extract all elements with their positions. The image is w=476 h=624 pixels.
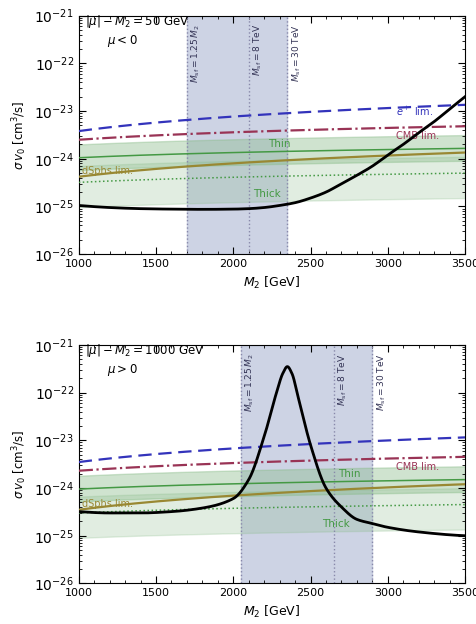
Y-axis label: $\sigma\, v_0\ [\mathrm{cm}^3/\mathrm{s}]$: $\sigma\, v_0\ [\mathrm{cm}^3/\mathrm{s}…: [10, 429, 29, 499]
Text: $M_{\rm sf} = 30$ TeV: $M_{\rm sf} = 30$ TeV: [374, 353, 387, 411]
Bar: [187, 16, 287, 254]
Text: dSphs lim.: dSphs lim.: [81, 165, 132, 175]
Text: dSphs lim.: dSphs lim.: [81, 499, 132, 509]
Text: $M_{\rm sf} = 8$ TeV: $M_{\rm sf} = 8$ TeV: [251, 24, 263, 77]
Bar: [240, 345, 372, 583]
Text: $|\mu| - M_2 = 50$ GeV: $|\mu| - M_2 = 50$ GeV: [85, 13, 189, 30]
X-axis label: $M_2$ [GeV]: $M_2$ [GeV]: [243, 604, 300, 620]
Text: Thick: Thick: [252, 189, 280, 199]
Text: $M_{\rm sf} = 8$ TeV: $M_{\rm sf} = 8$ TeV: [336, 353, 348, 406]
Text: Thin: Thin: [268, 139, 290, 149]
Text: $M_{\rm sf} = 1.25\,M_2$: $M_{\rm sf} = 1.25\,M_2$: [243, 353, 256, 412]
Text: $\mu > 0$: $\mu > 0$: [106, 363, 137, 379]
Text: CMB lim.: CMB lim.: [395, 462, 438, 472]
Text: $M_{\rm sf} = 30$ TeV: $M_{\rm sf} = 30$ TeV: [289, 24, 302, 82]
Y-axis label: $\sigma\, v_0\ [\mathrm{cm}^3/\mathrm{s}]$: $\sigma\, v_0\ [\mathrm{cm}^3/\mathrm{s}…: [10, 100, 29, 170]
Text: $\mu < 0$: $\mu < 0$: [106, 33, 137, 49]
Text: $|\mu| - M_2 = 1000$ GeV: $|\mu| - M_2 = 1000$ GeV: [85, 343, 204, 359]
Text: CMB lim.: CMB lim.: [395, 131, 438, 141]
Text: $e^+$ lim.: $e^+$ lim.: [395, 105, 432, 118]
X-axis label: $M_2$ [GeV]: $M_2$ [GeV]: [243, 275, 300, 291]
Text: Thin: Thin: [337, 469, 359, 479]
Text: Thick: Thick: [321, 519, 349, 529]
Text: $M_{\rm sf} = 1.25\,M_2$: $M_{\rm sf} = 1.25\,M_2$: [189, 24, 202, 83]
